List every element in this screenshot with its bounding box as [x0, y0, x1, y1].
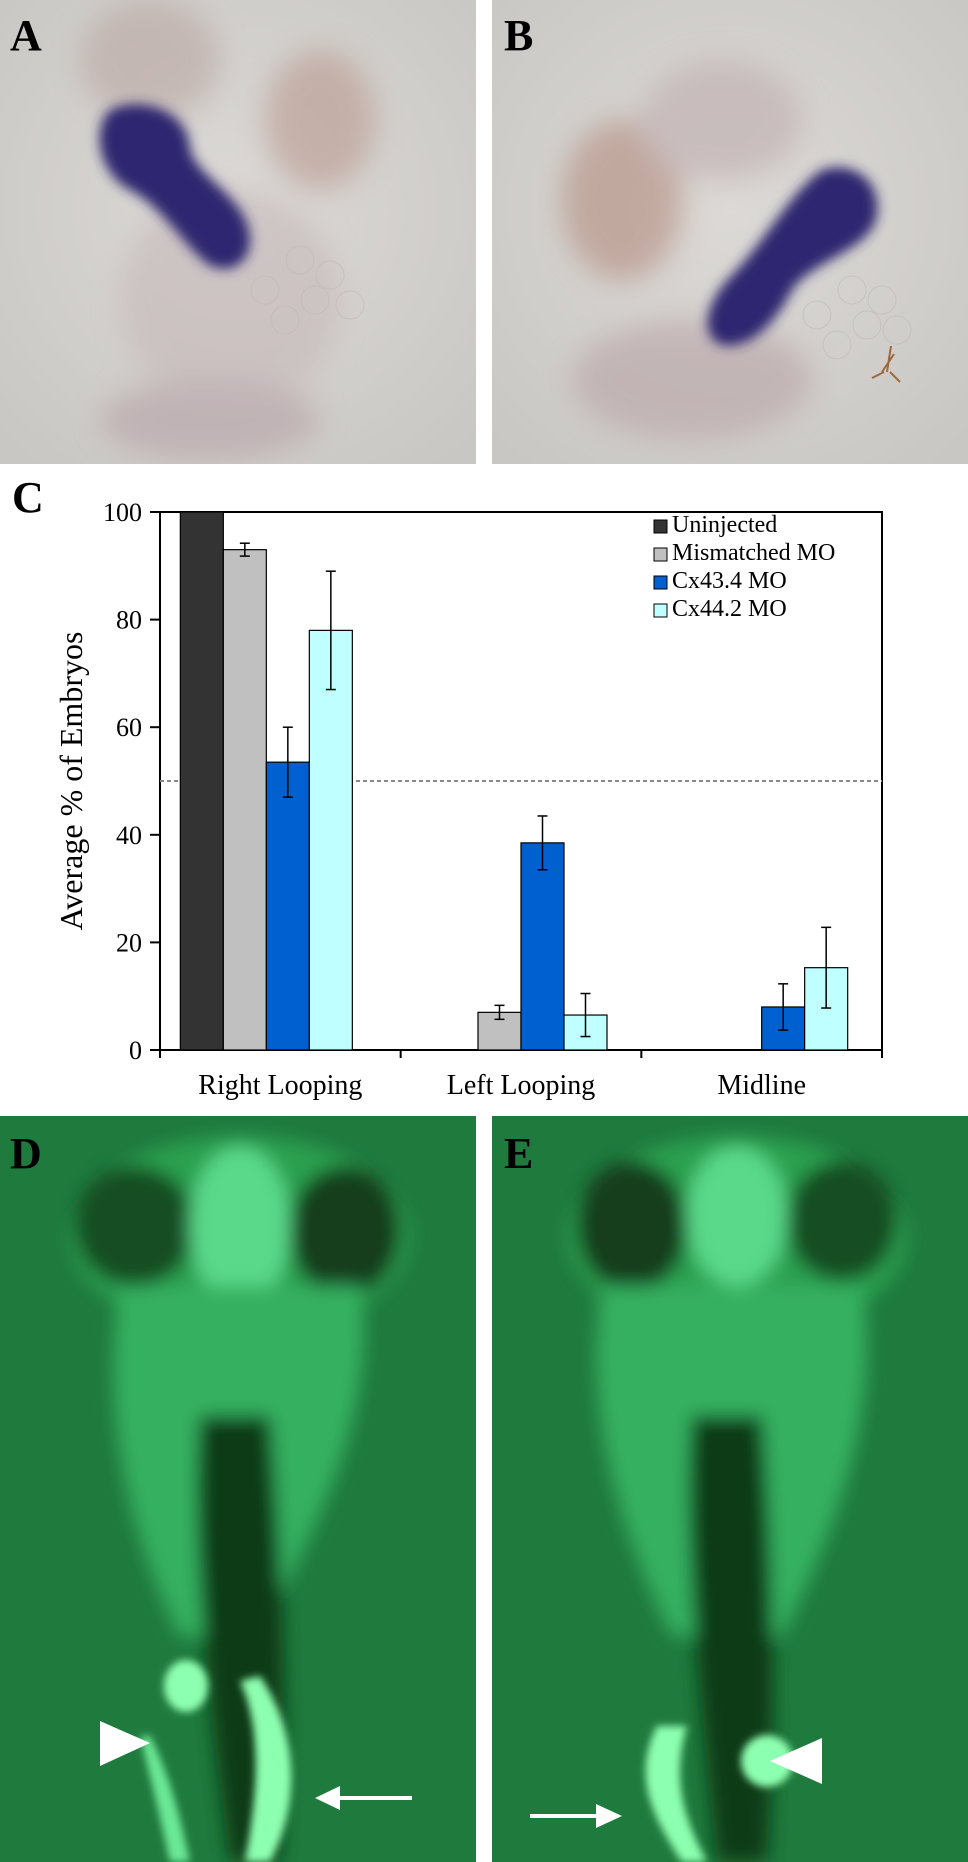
legend-label: Cx43.4 MO [672, 568, 787, 594]
y-tick-label: 20 [116, 928, 142, 957]
legend-swatch [653, 575, 668, 590]
legend-label: Uninjected [672, 512, 777, 538]
arrow-marker [530, 1804, 622, 1828]
panel-d-image [0, 1116, 476, 1862]
panel-a-image [0, 0, 476, 464]
y-tick-label: 40 [116, 821, 142, 850]
legend-swatch [653, 603, 668, 618]
bar [222, 549, 267, 1051]
arrowhead-marker [100, 1721, 150, 1766]
y-tick-label: 100 [103, 498, 142, 527]
panel-b-image [492, 0, 968, 464]
panel-e-image [492, 1116, 968, 1862]
y-tick-label: 0 [129, 1036, 142, 1065]
y-tick-label: 60 [116, 713, 142, 742]
panel-b-label: B [504, 11, 534, 60]
panel-d-label: D [10, 1129, 42, 1178]
panel-e-label: E [504, 1129, 534, 1178]
legend-label: Mismatched MO [672, 540, 835, 566]
arrow-marker [315, 1786, 412, 1810]
bar-chart: 0 20 40 60 80 100 Right Looping Left Looping Mid… [53, 498, 883, 1101]
bar [308, 629, 353, 1051]
y-axis-label: Average % of Embryos [53, 632, 89, 931]
panel-c-label: C [12, 473, 44, 522]
legend-swatch [653, 519, 668, 534]
legend-label: Cx44.2 MO [672, 596, 787, 622]
bar [265, 761, 310, 1051]
bar [179, 511, 224, 1051]
x-tick-label: Midline [717, 1070, 806, 1101]
x-tick-label: Left Looping [447, 1070, 596, 1101]
x-tick-label: Right Looping [198, 1070, 362, 1101]
bar [520, 842, 565, 1051]
panel-a-label: A [10, 11, 42, 60]
arrowhead-marker [770, 1738, 822, 1784]
y-tick-label: 80 [116, 606, 142, 635]
legend-swatch [653, 547, 668, 562]
